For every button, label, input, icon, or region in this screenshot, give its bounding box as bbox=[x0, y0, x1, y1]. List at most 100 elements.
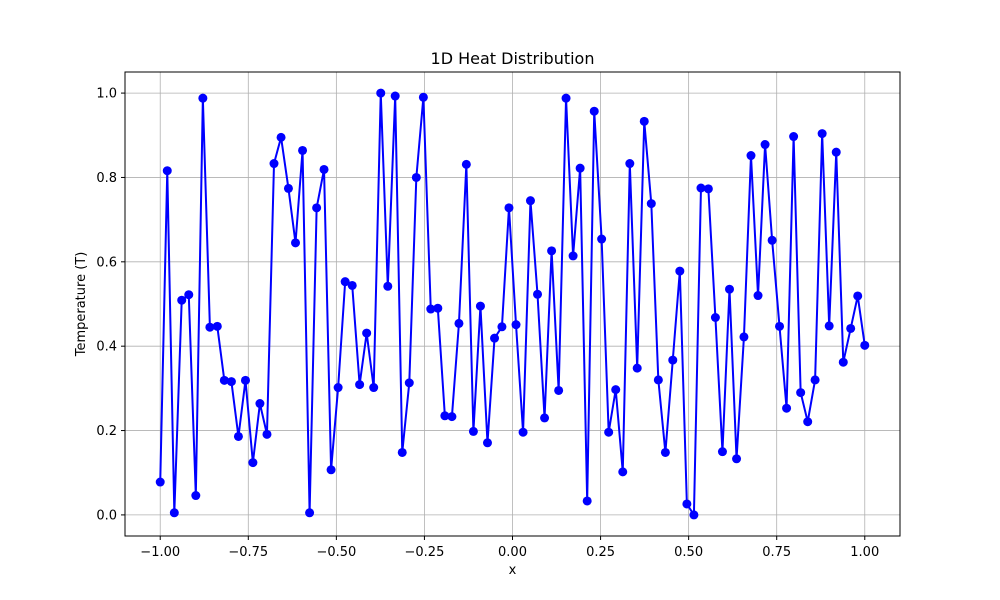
data-point bbox=[860, 340, 870, 350]
data-point bbox=[305, 508, 315, 518]
data-point bbox=[732, 454, 742, 464]
data-point bbox=[632, 363, 642, 373]
data-point bbox=[597, 234, 607, 244]
data-point bbox=[461, 159, 471, 169]
data-point bbox=[418, 92, 428, 102]
data-point bbox=[283, 183, 293, 193]
data-point bbox=[468, 426, 478, 436]
data-point bbox=[433, 303, 443, 313]
data-point bbox=[547, 246, 557, 256]
data-point bbox=[326, 465, 336, 475]
y-tick-label: 0.6 bbox=[96, 255, 117, 270]
data-point bbox=[760, 140, 770, 150]
data-point bbox=[540, 413, 550, 423]
data-point bbox=[518, 427, 528, 437]
x-tick-label: −1.00 bbox=[140, 545, 180, 560]
data-point bbox=[810, 375, 820, 385]
data-point bbox=[525, 196, 535, 206]
data-point bbox=[604, 427, 614, 437]
data-point bbox=[397, 447, 407, 457]
data-point bbox=[155, 477, 165, 487]
data-point bbox=[312, 203, 322, 213]
data-point bbox=[340, 277, 350, 287]
data-point bbox=[482, 438, 492, 448]
chart-title: 1D Heat Distribution bbox=[431, 49, 595, 68]
x-tick-label: −0.75 bbox=[228, 545, 268, 560]
data-point bbox=[347, 280, 357, 290]
data-point bbox=[205, 322, 215, 332]
data-point bbox=[333, 383, 343, 393]
data-point bbox=[248, 458, 258, 468]
data-point bbox=[824, 321, 834, 331]
data-point bbox=[775, 321, 785, 331]
data-point bbox=[369, 383, 379, 393]
x-tick-label: −0.25 bbox=[405, 545, 445, 560]
data-point bbox=[789, 132, 799, 142]
data-point bbox=[262, 429, 272, 439]
data-point bbox=[554, 385, 564, 395]
data-point bbox=[447, 412, 457, 422]
data-point bbox=[376, 88, 386, 98]
data-point bbox=[838, 357, 848, 367]
data-point bbox=[660, 447, 670, 457]
data-point bbox=[611, 385, 621, 395]
data-point bbox=[226, 377, 236, 387]
data-point bbox=[625, 159, 635, 169]
data-point bbox=[490, 333, 500, 343]
data-point bbox=[255, 399, 265, 409]
data-point bbox=[440, 411, 450, 421]
data-point bbox=[511, 320, 521, 330]
data-point bbox=[703, 184, 713, 194]
data-point bbox=[162, 166, 172, 176]
data-point bbox=[568, 251, 578, 261]
y-tick-label: 1.0 bbox=[96, 87, 117, 102]
data-point bbox=[717, 447, 727, 457]
x-tick-label: 0.00 bbox=[498, 545, 527, 560]
data-point bbox=[682, 499, 692, 509]
data-point bbox=[618, 467, 628, 477]
data-point bbox=[319, 164, 329, 174]
data-point bbox=[675, 266, 685, 276]
data-point bbox=[725, 284, 734, 294]
data-point bbox=[198, 93, 208, 103]
data-point bbox=[561, 93, 571, 103]
data-point bbox=[639, 116, 649, 126]
data-point bbox=[589, 106, 599, 116]
x-tick-label: 1.00 bbox=[850, 545, 879, 560]
y-tick-label: 0.4 bbox=[96, 340, 117, 355]
data-point bbox=[411, 172, 421, 182]
data-point bbox=[454, 318, 464, 328]
data-point bbox=[269, 159, 279, 169]
data-point bbox=[668, 355, 678, 365]
data-point bbox=[497, 322, 507, 332]
data-point bbox=[753, 291, 763, 301]
data-point bbox=[390, 91, 400, 101]
x-tick-label: 0.75 bbox=[762, 545, 791, 560]
data-point bbox=[355, 380, 365, 390]
y-tick-label: 0.8 bbox=[96, 171, 117, 186]
data-point bbox=[689, 510, 699, 520]
data-point bbox=[184, 290, 194, 300]
data-point bbox=[653, 375, 663, 385]
data-point bbox=[831, 147, 841, 157]
data-point bbox=[177, 295, 187, 305]
data-point bbox=[276, 132, 286, 142]
data-point bbox=[767, 235, 777, 245]
y-axis-label: Temperature (T) bbox=[74, 252, 89, 358]
data-point bbox=[696, 183, 706, 193]
data-point bbox=[817, 129, 827, 139]
data-point bbox=[803, 417, 813, 427]
series-line bbox=[159, 92, 866, 516]
data-point bbox=[212, 321, 222, 331]
data-point bbox=[475, 301, 485, 311]
series-layer bbox=[155, 88, 870, 520]
data-point bbox=[404, 378, 414, 388]
x-tick-label: 0.50 bbox=[674, 545, 703, 560]
data-point bbox=[582, 496, 592, 506]
data-point bbox=[782, 403, 792, 413]
data-point bbox=[426, 304, 436, 314]
data-point bbox=[291, 238, 300, 248]
